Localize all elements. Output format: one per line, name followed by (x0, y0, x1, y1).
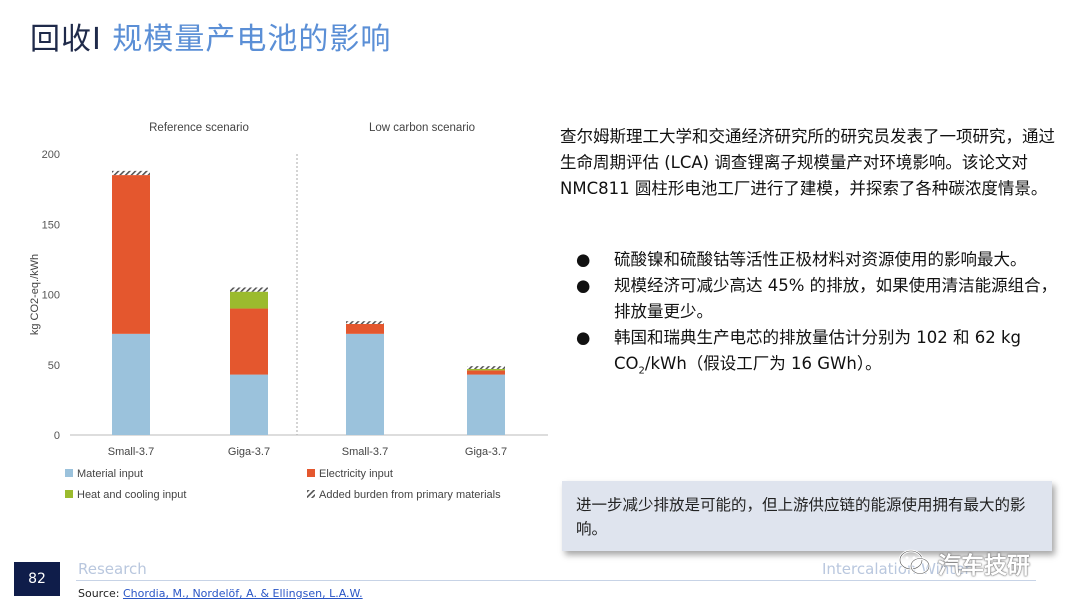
panel-title: Reference scenario (149, 122, 249, 134)
x-tick-label: Giga-3.7 (465, 446, 507, 458)
bullet-text: 规模经济可减少高达 45% 的排放，如果使用清洁能源组合，排放量更少。 (614, 276, 1058, 321)
legend-swatch (307, 490, 315, 498)
source-citation: Source: Chordia, M., Nordelöf, A. & Elli… (78, 587, 363, 600)
bullet-list: ● 硫酸镍和硫酸钴等活性正极材料对资源使用的影响最大。 ● 规模经济可减少高达 … (560, 247, 1065, 384)
panel-title: Low carbon scenario (369, 122, 475, 134)
legend-label: Electricity input (319, 468, 393, 480)
bar-material (467, 374, 505, 435)
bullet3-post: /kWh（假设工厂为 16 GWh）。 (644, 354, 882, 373)
bullet-icon: ● (576, 328, 591, 347)
y-tick-label: 0 (54, 430, 60, 442)
legend-swatch (307, 469, 315, 477)
bullet3-sub: 2 (638, 365, 645, 377)
bar-heat (230, 291, 268, 309)
watermark-text: 汽车技研 (938, 553, 1030, 579)
bar-added-burden (346, 321, 384, 325)
footer-right-label: Intercalation Winter (822, 560, 971, 578)
chart-svg: 0 50 100 150 200 kg CO2-eq./kWh Reference scen… (29, 122, 548, 501)
emissions-chart: 0 50 100 150 200 kg CO2-eq./kWh Reference scen… (20, 110, 550, 518)
watermark: 汽车技研 (898, 546, 1030, 580)
bullet3-pre: 韩国和瑞典生产电芯的排放量估计分别为 102 和 62 kg CO (614, 328, 1021, 373)
bar-material (112, 333, 150, 435)
intro-text: 查尔姆斯理工大学和交通经济研究所的研究员发表了一项研究，通过生命周期评估 (LC… (560, 127, 1055, 198)
y-tick-label: 100 (42, 290, 60, 302)
bar-heat (467, 368, 505, 371)
bar-material (346, 333, 384, 435)
footer-divider (76, 580, 1036, 581)
list-item: ● 硫酸镍和硫酸钴等活性正极材料对资源使用的影响最大。 (560, 247, 1065, 273)
bar-electricity (112, 175, 150, 334)
legend-swatch (65, 469, 73, 477)
list-item: ● 韩国和瑞典生产电芯的排放量估计分别为 102 和 62 kg CO2/kWh… (560, 325, 1065, 384)
x-tick-label: Small-3.7 (342, 446, 388, 458)
bar-added-burden (230, 287, 268, 292)
legend-swatch (65, 490, 73, 498)
bullet-text: 硫酸镍和硫酸钴等活性正极材料对资源使用的影响最大。 (614, 250, 1027, 269)
callout-text: 进一步减少排放是可能的，但上游供应链的能源使用拥有最大的影响。 (576, 496, 1026, 538)
bullet-text: 韩国和瑞典生产电芯的排放量估计分别为 102 和 62 kg CO2/kWh（假… (614, 325, 1065, 384)
bullet-icon: ● (576, 250, 591, 269)
legend-label: Added burden from primary materials (319, 489, 501, 501)
y-tick-label: 200 (42, 149, 60, 161)
bar-electricity (346, 324, 384, 334)
bar-electricity (230, 308, 268, 375)
title-main: 规模量产电池的影响 (112, 22, 392, 57)
x-tick-label: Small-3.7 (108, 446, 154, 458)
y-tick-label: 50 (48, 360, 60, 372)
y-axis-label: kg CO2-eq./kWh (29, 254, 41, 335)
bar-electricity (467, 370, 505, 375)
bullet-icon: ● (576, 276, 591, 295)
page-title: 回收I 规模量产电池的影响 (30, 14, 391, 58)
intro-paragraph: 查尔姆斯理工大学和交通经济研究所的研究员发表了一项研究，通过生命周期评估 (LC… (560, 124, 1065, 202)
bar-added-burden (467, 366, 505, 369)
bar-added-burden (112, 170, 150, 176)
page-number: 82 (14, 562, 60, 596)
footer-left-label: Research (78, 560, 147, 578)
legend-label: Heat and cooling input (77, 489, 186, 501)
y-tick-label: 150 (42, 219, 60, 231)
x-tick-label: Giga-3.7 (228, 446, 270, 458)
callout-box: 进一步减少排放是可能的，但上游供应链的能源使用拥有最大的影响。 (562, 481, 1052, 551)
wechat-icon (898, 549, 931, 575)
legend-label: Material input (77, 468, 143, 480)
source-link[interactable]: Chordia, M., Nordelöf, A. & Ellingsen, L… (122, 587, 363, 600)
bar-material (230, 374, 268, 435)
list-item: ● 规模经济可减少高达 45% 的排放，如果使用清洁能源组合，排放量更少。 (560, 273, 1065, 325)
title-prefix: 回收I (30, 22, 102, 57)
source-prefix: Source: (78, 587, 123, 600)
